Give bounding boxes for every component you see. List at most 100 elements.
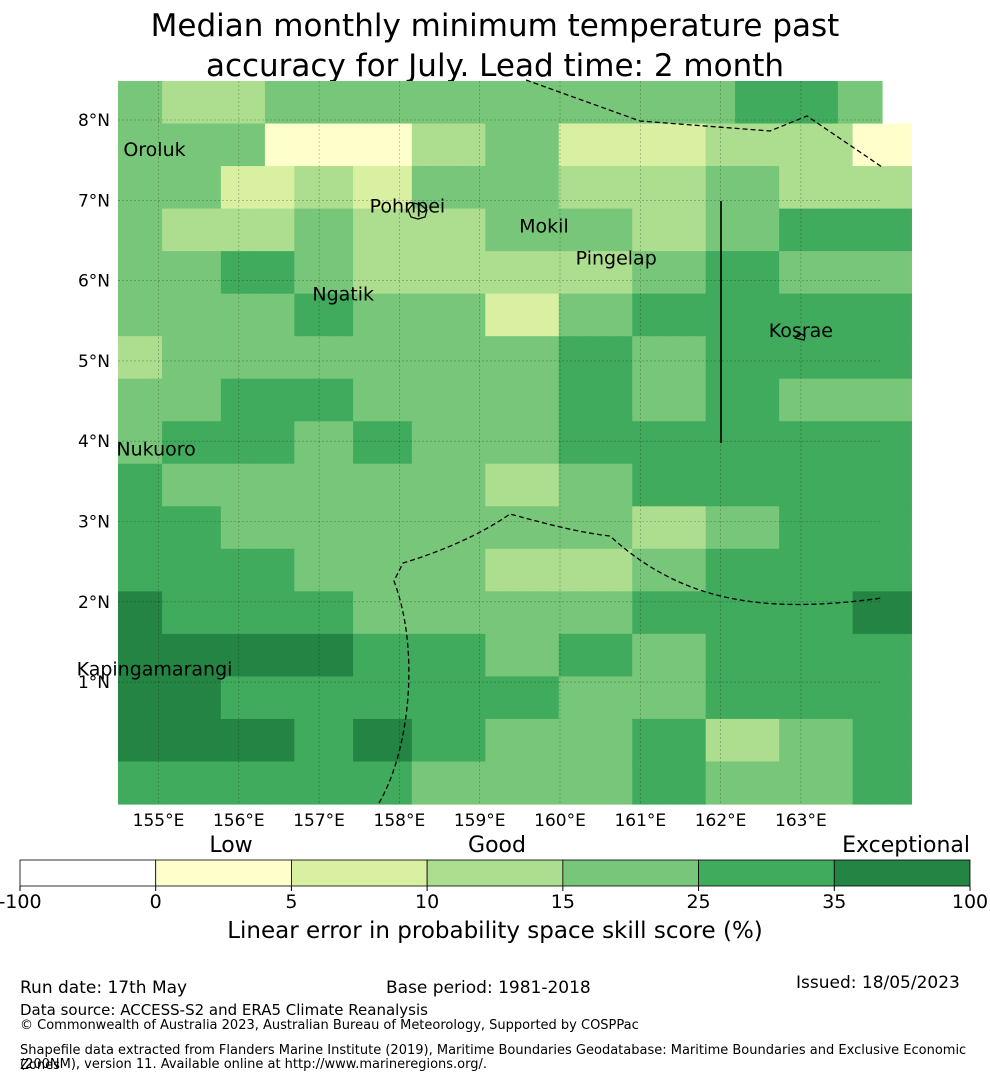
grid-cell: [206, 166, 222, 210]
grid-cell: [397, 208, 413, 252]
grid-cell: [588, 336, 604, 380]
grid-cell: [323, 633, 339, 678]
grid-cell: [338, 761, 354, 805]
longitude-tick: 155°E: [133, 811, 185, 831]
grid-cell: [808, 378, 824, 422]
grid-cell: [676, 591, 692, 635]
grid-cell: [896, 208, 912, 252]
grid-cell: [573, 421, 589, 465]
grid-cell: [514, 633, 530, 678]
grid-cell: [558, 761, 575, 805]
grid-cell: [661, 336, 677, 380]
grid-cell: [397, 633, 413, 678]
grid-cell: [705, 166, 721, 210]
grid-cell: [837, 591, 854, 635]
map-title: Median monthly minimum temperature past …: [0, 6, 990, 86]
grid-cell: [500, 676, 516, 720]
colorbar-tick: 25: [686, 891, 710, 913]
grid-cell: [323, 251, 339, 295]
grid-cell: [735, 81, 751, 125]
grid-cell: [646, 761, 663, 805]
grid-cell: [573, 208, 589, 252]
run-date: Run date: 17th May: [20, 978, 188, 998]
grid-cell: [441, 378, 457, 422]
grid-cell: [132, 591, 148, 635]
grid-cell: [705, 208, 721, 252]
grid-cell: [191, 463, 207, 507]
grid-cell: [544, 251, 560, 295]
grid-cell: [691, 378, 707, 422]
grid-cell: [382, 123, 398, 167]
grid-cell: [867, 761, 883, 805]
grid-cell: [882, 166, 898, 210]
grid-cell: [382, 81, 398, 125]
grid-cell: [470, 548, 486, 592]
grid-cell: [691, 761, 707, 805]
grid-cell: [147, 633, 163, 678]
grid-cell: [485, 378, 501, 422]
grid-cell: [735, 633, 751, 678]
grid-cell: [602, 506, 619, 550]
grid-cell: [118, 208, 134, 252]
grid-cell: [500, 208, 516, 252]
grid-cell: [676, 548, 692, 592]
grid-cell: [617, 251, 633, 295]
grid-cell: [573, 166, 589, 210]
grid-cell: [426, 208, 442, 252]
grid-cell: [309, 81, 325, 125]
grid-cell: [676, 463, 692, 507]
grid-cell: [397, 123, 413, 167]
grid-cell: [118, 166, 134, 210]
grid-cell: [455, 633, 472, 678]
grid-cell: [367, 208, 384, 252]
copyright: © Commonwealth of Australia 2023, Austra…: [20, 1018, 639, 1033]
grid-cell: [441, 718, 457, 763]
grid-cell: [558, 251, 575, 295]
grid-cell: [367, 633, 384, 678]
grid-cell: [147, 591, 163, 635]
grid-cell: [338, 293, 354, 337]
grid-cell: [147, 123, 163, 167]
colorbar-tick: 15: [551, 891, 575, 913]
grid-cell: [749, 463, 766, 507]
grid-cell: [588, 421, 604, 465]
grid-cell: [500, 761, 516, 805]
grid-cell: [632, 208, 648, 252]
grid-cell: [294, 336, 310, 380]
grid-cell: [132, 463, 148, 507]
grid-cell: [176, 421, 193, 465]
grid-cell: [529, 633, 545, 678]
grid-cell: [323, 718, 339, 763]
grid-cell: [852, 378, 868, 422]
grid-cell: [588, 506, 604, 550]
grid-cell: [206, 293, 222, 337]
grid-cell: [617, 123, 633, 167]
grid-cell: [294, 548, 310, 592]
grid-cell: [720, 378, 736, 422]
grid-cell: [632, 718, 648, 763]
colorbar-category: Exceptional: [842, 833, 970, 858]
grid-cell: [632, 506, 648, 550]
grid-cell: [558, 293, 575, 337]
grid-cell: [852, 676, 868, 720]
grid-cell: [309, 506, 325, 550]
grid-cell: [529, 761, 545, 805]
grid-cell: [544, 676, 560, 720]
grid-cell: [779, 633, 795, 678]
grid-cell: [470, 421, 486, 465]
grid-cell: [485, 761, 501, 805]
grid-cell: [382, 718, 398, 763]
grid-cell: [514, 463, 530, 507]
grid-cell: [353, 761, 369, 805]
grid-cell: [764, 591, 780, 635]
grid-cell: [823, 506, 839, 550]
place-labels: Oroluk Pohnpei Mokil Pingelap Ngatik Kosrae Nu…: [77, 139, 833, 681]
grid-cell: [235, 676, 251, 720]
grid-cell: [896, 506, 912, 550]
grid-cell: [485, 463, 501, 507]
grid-cell: [411, 123, 428, 167]
grid-cell: [235, 81, 251, 125]
grid-cell: [793, 81, 810, 125]
grid-cell: [867, 463, 883, 507]
grid-cell: [382, 421, 398, 465]
